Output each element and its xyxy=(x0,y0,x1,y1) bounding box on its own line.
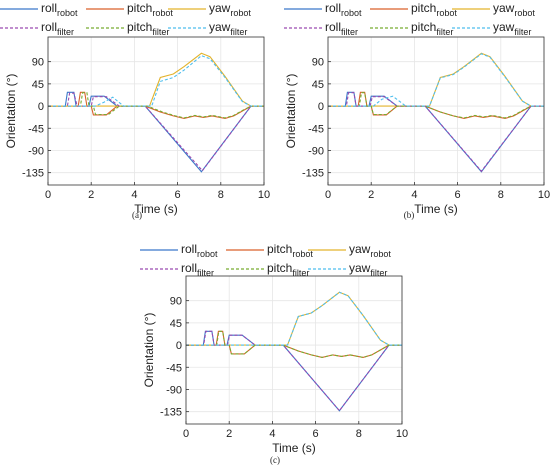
legend: rollrobot pitchrobot yawrobot rollfilter pit… xyxy=(0,1,251,37)
x-axis-label: Time (s) xyxy=(272,441,316,455)
y-tick-label: 0 xyxy=(176,340,182,352)
legend-entry: yawrobot xyxy=(493,1,535,18)
y-tick-label: 90 xyxy=(170,296,182,308)
x-tick-label: 10 xyxy=(258,189,270,201)
x-tick-label: 8 xyxy=(218,189,224,201)
legend-entry: rollrobot xyxy=(41,1,78,18)
legend-entry: pitchfilter xyxy=(411,20,453,37)
series-line-roll-filter xyxy=(328,92,544,173)
panel-caption: (b) xyxy=(404,210,415,220)
series-line-roll-robot xyxy=(48,91,264,173)
legend-entry: pitchrobot xyxy=(127,1,173,18)
chart-panel-2: 0 2 4 6 8 10 -135 -90 -45 0 45 90 Time (s) Orientatio… xyxy=(284,1,550,220)
x-tick-label: 4 xyxy=(131,189,137,201)
plot-area xyxy=(48,37,264,185)
x-tick-label: 6 xyxy=(313,428,319,440)
legend: rollrobot pitchrobot yawrobot rollfilter pit… xyxy=(140,242,391,278)
x-tick-label: 2 xyxy=(368,189,374,201)
legend: rollrobot pitchrobot yawrobot rollfilter pit… xyxy=(284,1,535,37)
series-line-roll-filter xyxy=(48,92,264,172)
y-tick-label: -135 xyxy=(22,168,44,180)
x-axis-label: Time (s) xyxy=(414,202,458,216)
legend-entry: yawrobot xyxy=(209,1,251,18)
x-tick-label: 4 xyxy=(411,189,417,201)
x-tick-label: 4 xyxy=(269,428,275,440)
legend-entry: rollfilter xyxy=(181,261,214,278)
x-tick-label: 10 xyxy=(538,189,550,201)
y-tick-label: -90 xyxy=(308,145,324,157)
x-tick-label: 6 xyxy=(175,189,181,201)
panel-caption: (a) xyxy=(132,210,142,220)
panel-caption: (c) xyxy=(270,455,280,465)
legend-entry: pitchrobot xyxy=(267,242,313,259)
axes-box xyxy=(185,275,403,425)
legend-entry: pitchfilter xyxy=(267,261,309,278)
y-tick-label: 90 xyxy=(312,57,324,69)
chart-panel-3: 0 2 4 6 8 10 -135 -90 -45 0 45 90 Time (s) Orientatio… xyxy=(140,242,408,465)
series-line-pitch-filter xyxy=(328,92,544,119)
y-tick-label: -45 xyxy=(308,123,324,135)
x-tick-label: 8 xyxy=(498,189,504,201)
x-tick-label: 8 xyxy=(356,428,362,440)
legend-entry: rollrobot xyxy=(181,242,218,259)
y-tick-label: -45 xyxy=(166,362,182,374)
y-tick-label: 90 xyxy=(32,57,44,69)
x-tick-label: 0 xyxy=(45,189,51,201)
legend-entry: pitchfilter xyxy=(127,20,169,37)
y-tick-label: -135 xyxy=(302,168,324,180)
x-axis-label: Time (s) xyxy=(134,202,178,216)
y-axis-label: Orientation (°) xyxy=(284,74,298,149)
y-tick-label: 0 xyxy=(38,101,44,113)
legend-entry: yawfilter xyxy=(493,20,531,37)
series-line-yaw-filter xyxy=(48,55,264,107)
y-tick-label: -135 xyxy=(160,407,182,419)
legend-entry: rollrobot xyxy=(325,1,362,18)
y-tick-label: -90 xyxy=(166,384,182,396)
series-line-roll-filter xyxy=(186,330,402,412)
y-tick-label: 0 xyxy=(318,101,324,113)
y-tick-label: 45 xyxy=(312,79,324,91)
y-tick-label: 45 xyxy=(170,318,182,330)
y-tick-label: -90 xyxy=(28,145,44,157)
chart-panel-1: 0 2 4 6 8 10 -135 -90 -45 0 45 90 Time (s) Orientatio… xyxy=(0,1,270,220)
x-tick-label: 6 xyxy=(455,189,461,201)
x-tick-label: 0 xyxy=(325,189,331,201)
legend-entry: pitchrobot xyxy=(411,1,457,18)
series-line-pitch-filter xyxy=(48,92,264,119)
x-tick-label: 0 xyxy=(183,428,189,440)
legend-entry: yawrobot xyxy=(349,242,391,259)
plot-area xyxy=(328,37,544,185)
y-tick-label: -45 xyxy=(28,123,44,135)
y-axis-label: Orientation (°) xyxy=(4,74,18,149)
legend-entry: rollfilter xyxy=(41,20,74,37)
plot-area xyxy=(186,276,402,424)
legend-entry: rollfilter xyxy=(325,20,358,37)
legend-entry: yawfilter xyxy=(209,20,247,37)
axes-box xyxy=(327,36,545,186)
series-line-yaw-filter xyxy=(186,291,402,346)
series-line-yaw-filter xyxy=(328,53,544,107)
y-axis-label: Orientation (°) xyxy=(142,313,156,388)
series-line-pitch-filter xyxy=(186,330,402,358)
x-tick-label: 10 xyxy=(396,428,408,440)
x-tick-label: 2 xyxy=(226,428,232,440)
axes-box xyxy=(47,36,265,186)
y-tick-label: 45 xyxy=(32,79,44,91)
legend-entry: yawfilter xyxy=(349,261,387,278)
x-tick-label: 2 xyxy=(88,189,94,201)
